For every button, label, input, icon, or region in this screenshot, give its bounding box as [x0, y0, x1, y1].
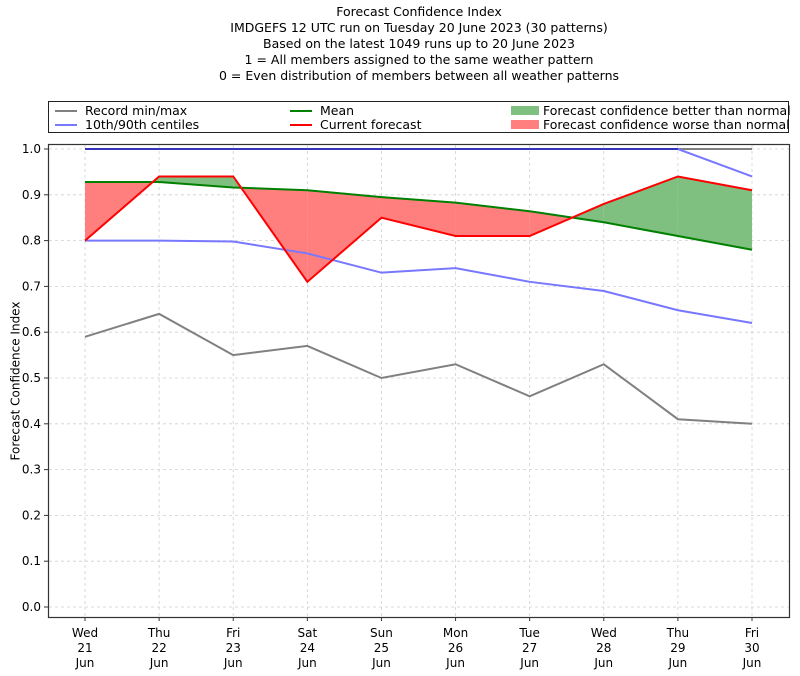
legend-item-centiles: 10th/90th centiles	[55, 117, 199, 132]
x-tick-label: Jun	[149, 656, 169, 670]
chart-title-block: Forecast Confidence Index IMDGEFS 12 UTC…	[0, 4, 800, 84]
x-tick-label: 21	[77, 641, 92, 655]
y-axis: 0.0 0.1 0.2 0.3 0.4 0.5 0.6 0.7 0.8 0.9 1.0	[22, 142, 48, 614]
legend-swatch-record-minmax	[55, 109, 77, 112]
y-tick-label: 1.0	[22, 142, 41, 156]
chart-legend: Record min/max 10th/90th centiles Mean C…	[48, 101, 791, 133]
legend-label: Current forecast	[320, 117, 422, 132]
y-tick-label: 0.1	[22, 554, 41, 568]
x-tick-label: Thu	[147, 626, 171, 640]
legend-label: Mean	[320, 103, 355, 118]
y-axis-label: Forecast Confidence Index	[9, 302, 23, 461]
legend-swatch-mean	[290, 109, 312, 112]
x-tick-label: Jun	[593, 656, 613, 670]
x-tick-label: Fri	[226, 626, 240, 640]
legend-swatch-worse-than-normal	[511, 120, 539, 129]
x-tick-label: Jun	[742, 656, 762, 670]
legend-label: Forecast confidence worse than normal	[543, 117, 790, 132]
x-tick-label: Jun	[519, 656, 539, 670]
x-tick-label: Fri	[745, 626, 759, 640]
legend-swatch-better-than-normal	[511, 106, 539, 115]
x-tick-label: Thu	[666, 626, 690, 640]
legend-item-record-minmax: Record min/max	[55, 103, 187, 118]
x-tick-label: Wed	[591, 626, 617, 640]
confidence-fills	[85, 176, 752, 282]
y-tick-label: 0.2	[22, 508, 41, 522]
y-tick-label: 0.8	[22, 234, 41, 248]
fill-worse-than-normal	[529, 211, 573, 237]
x-tick-label: Jun	[371, 656, 391, 670]
x-tick-label: Jun	[297, 656, 317, 670]
chart-subtitle-4: 0 = Even distribution of members between…	[218, 68, 620, 83]
x-tick-label: 29	[670, 641, 685, 655]
fill-worse-than-normal	[455, 202, 530, 237]
y-tick-label: 0.7	[22, 279, 41, 293]
chart-title: Forecast Confidence Index	[336, 4, 502, 19]
x-tick-label: 22	[151, 641, 166, 655]
fill-worse-than-normal	[381, 197, 456, 237]
fill-better-than-normal	[603, 176, 678, 237]
legend-item-worse-than-normal: Forecast confidence worse than normal	[511, 117, 790, 132]
x-tick-label: 30	[744, 641, 759, 655]
legend-label: 10th/90th centiles	[85, 117, 200, 132]
fill-better-than-normal	[677, 176, 752, 250]
series-line-current-forecast	[84, 175, 753, 284]
legend-item-better-than-normal: Forecast confidence better than normal	[511, 103, 791, 118]
series-line-10th-centile	[85, 239, 753, 325]
y-tick-label: 0.3	[22, 463, 41, 477]
legend-swatch-current-forecast	[290, 123, 312, 126]
y-tick-label: 0.9	[22, 188, 41, 202]
x-axis: Wed21JunThu22JunFri23JunSat24JunSun25Jun…	[72, 617, 761, 670]
x-tick-label: Mon	[443, 626, 468, 640]
fill-better-than-normal	[572, 203, 604, 223]
x-tick-label: Jun	[445, 656, 465, 670]
plot-frame	[47, 143, 791, 619]
x-tick-label: 23	[226, 641, 241, 655]
legend-item-current-forecast: Current forecast	[290, 117, 421, 132]
x-tick-label: Tue	[518, 626, 540, 640]
chart-subtitle-1: IMDGEFS 12 UTC run on Tuesday 20 June 20…	[230, 20, 608, 35]
fill-worse-than-normal	[307, 190, 382, 282]
x-tick-label: Sat	[297, 626, 317, 640]
fill-better-than-normal	[159, 176, 234, 188]
y-tick-label: 0.5	[22, 371, 41, 385]
y-tick-label: 0.4	[22, 417, 41, 431]
x-tick-label: Sun	[370, 626, 393, 640]
x-tick-label: 28	[596, 641, 611, 655]
legend-label: Forecast confidence better than normal	[543, 103, 791, 118]
y-tick-label: 0.0	[22, 600, 41, 614]
chart-subtitle-3: 1 = All members assigned to the same wea…	[244, 52, 594, 67]
x-tick-label: 27	[522, 641, 537, 655]
series-line-mean	[85, 180, 753, 251]
series-line-90th-centile	[85, 148, 753, 178]
legend-item-mean: Mean	[290, 103, 354, 118]
x-tick-label: Wed	[72, 626, 98, 640]
chart-subtitle-2: Based on the latest 1049 runs up to 20 J…	[263, 36, 575, 51]
x-tick-label: Jun	[668, 656, 688, 670]
x-tick-label: 24	[300, 641, 315, 655]
series-lines	[84, 148, 753, 425]
x-tick-label: Jun	[75, 656, 95, 670]
legend-swatch-centiles	[55, 123, 77, 126]
series-line-record-min	[84, 312, 753, 425]
x-tick-label: 25	[374, 641, 389, 655]
x-tick-label: Jun	[223, 656, 243, 670]
y-tick-label: 0.6	[22, 325, 41, 339]
x-tick-label: 26	[448, 641, 463, 655]
legend-label: Record min/max	[85, 103, 188, 118]
